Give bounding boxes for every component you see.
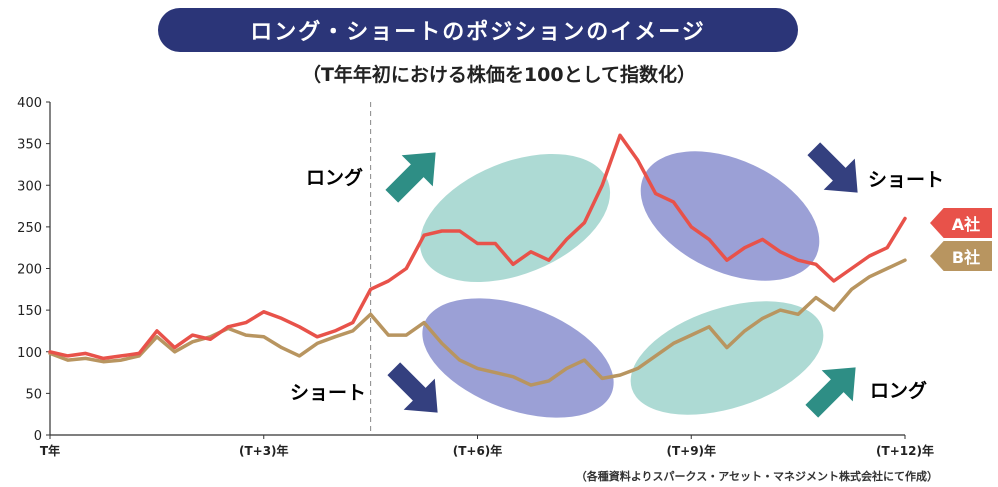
series-b-legend-tag: B社 — [930, 241, 992, 271]
x-tick-label: (T+12)年 — [876, 443, 934, 458]
y-tick-label: 0 — [34, 429, 42, 444]
x-tick-label: (T+3)年 — [239, 443, 289, 458]
long-top-label: ロング — [306, 167, 364, 189]
y-tick-label: 400 — [17, 96, 42, 111]
short-zone-ellipse-b — [422, 298, 614, 418]
short-zone-ellipse-a — [640, 151, 820, 281]
long-up-arrow-top-shape — [385, 152, 436, 203]
long-zone-ellipse-b — [630, 301, 824, 415]
chart-title: ロング・ショートのポジションのイメージ — [158, 8, 798, 52]
short-down-arrow-top-shape — [807, 142, 858, 193]
short-down-arrow-bottom-shape — [387, 362, 438, 413]
x-tick-label: (T+6)年 — [453, 443, 503, 458]
y-tick-label: 350 — [17, 138, 42, 153]
y-tick-label: 200 — [17, 263, 42, 278]
short-bottom-label: ショート — [290, 382, 367, 404]
short-top-label: ショート — [868, 169, 945, 191]
series-b-line — [48, 258, 907, 387]
long-up-arrow-top — [385, 152, 436, 203]
y-tick-label: 100 — [17, 346, 42, 361]
y-tick-label: 300 — [17, 179, 42, 194]
short-down-arrow-bottom — [387, 362, 438, 413]
short-down-arrow-top — [807, 142, 858, 193]
x-tick-label: (T+9)年 — [666, 443, 716, 458]
y-tick-label: 250 — [17, 221, 42, 236]
series-a-legend-tag: A社 — [930, 208, 992, 238]
y-tick-label: 150 — [17, 304, 42, 319]
x-tick-label: T年 — [40, 443, 60, 458]
source-note: （各種資料よりスパークス・アセット・マネジメント株式会社にて作成） — [575, 470, 938, 483]
long-up-arrow-bottom — [805, 367, 856, 418]
long-up-arrow-bottom-shape — [805, 367, 856, 418]
y-tick-label: 50 — [25, 387, 42, 402]
long-bottom-label: ロング — [870, 380, 928, 402]
long-zone-ellipse-a — [419, 153, 611, 283]
series-a-line — [48, 133, 907, 361]
chart-subtitle: （T年年初における株価を100として指数化） — [301, 64, 697, 86]
